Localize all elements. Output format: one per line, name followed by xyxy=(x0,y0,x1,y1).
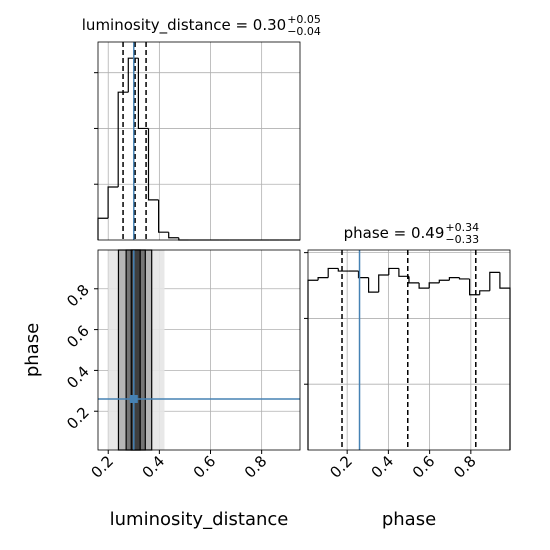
title-lower-error: −0.33 xyxy=(445,233,479,246)
histogram-step xyxy=(458,277,470,280)
title-lower-error: −0.04 xyxy=(287,25,321,38)
y-tick-label: 0.4 xyxy=(63,363,93,393)
x-tick-label: 0.6 xyxy=(190,452,220,482)
histogram-step xyxy=(388,267,399,275)
title-upper-error: +0.34 xyxy=(445,221,479,234)
histogram-step xyxy=(337,268,349,272)
axes-frame xyxy=(307,249,511,451)
truth-marker xyxy=(129,394,138,403)
histogram-step xyxy=(317,277,329,281)
y-tick-label: 0.2 xyxy=(63,403,93,433)
histogram-step xyxy=(357,271,369,279)
histogram-step xyxy=(97,217,109,240)
histogram-step xyxy=(168,232,179,239)
histogram-step xyxy=(147,128,159,201)
histogram-step xyxy=(408,276,420,284)
x-tick-label: 0.6 xyxy=(409,452,439,482)
histogram-step xyxy=(307,279,319,450)
histogram-step xyxy=(448,277,460,281)
histogram-step xyxy=(378,274,389,293)
histogram-step xyxy=(327,267,339,278)
histogram-step xyxy=(418,282,430,289)
histogram-step xyxy=(158,199,169,233)
histogram-step xyxy=(499,272,511,450)
x-tick-label: 0.2 xyxy=(326,452,356,482)
y-tick-label: 0.8 xyxy=(63,281,93,311)
axes-frame xyxy=(97,41,301,241)
histogram-step xyxy=(398,268,409,277)
histogram-step xyxy=(428,282,440,289)
density-band xyxy=(130,249,141,451)
x-tick-label: 0.8 xyxy=(241,452,271,482)
histogram-step xyxy=(137,58,149,130)
y-axis-label: phase xyxy=(22,323,43,377)
histogram-step xyxy=(368,277,379,293)
y-tick-label: 0.6 xyxy=(63,322,93,352)
x-axis-label: phase xyxy=(382,509,436,530)
x-tick-label: 0.2 xyxy=(87,452,117,482)
histogram-step xyxy=(438,279,450,283)
x-tick-label: 0.4 xyxy=(139,452,169,482)
panel-title: luminosity_distance = 0.30 xyxy=(82,16,286,35)
histogram-step xyxy=(117,91,129,188)
histogram-step xyxy=(489,271,500,291)
x-axis-label: luminosity_distance xyxy=(110,509,289,530)
title-upper-error: +0.05 xyxy=(287,13,321,26)
x-tick-label: 0.8 xyxy=(450,452,480,482)
panel-title: phase = 0.49 xyxy=(344,224,445,242)
x-tick-label: 0.4 xyxy=(368,452,398,482)
histogram-step xyxy=(479,290,490,295)
histogram-step xyxy=(107,186,119,219)
axes-frame xyxy=(97,249,301,451)
